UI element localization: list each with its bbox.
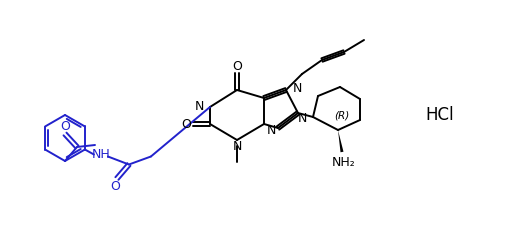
Text: N: N [298, 112, 307, 124]
Text: O: O [181, 117, 191, 130]
Text: N: N [293, 82, 302, 96]
Text: N: N [232, 140, 242, 153]
Text: N: N [195, 100, 204, 113]
Text: NH₂: NH₂ [332, 157, 356, 169]
Text: HCl: HCl [426, 106, 454, 124]
Text: O: O [60, 120, 70, 134]
Text: O: O [232, 59, 242, 72]
Text: NH: NH [91, 148, 110, 161]
Text: O: O [110, 180, 120, 193]
Text: N: N [267, 124, 276, 137]
Polygon shape [338, 130, 343, 152]
Text: (R): (R) [334, 111, 350, 121]
